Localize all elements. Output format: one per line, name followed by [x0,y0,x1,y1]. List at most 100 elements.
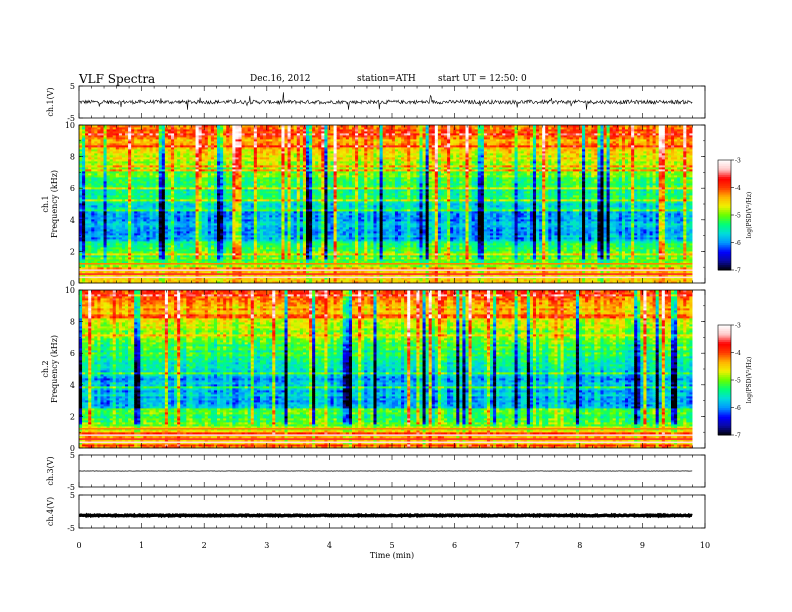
colorbar-step [718,238,731,242]
colorbar-tick-label: -4 [735,350,741,357]
colorbar-step [718,246,731,249]
colorbar-step [718,226,731,229]
colorbar-step [718,345,731,348]
colorbar-step [718,369,731,372]
colorbar-step [718,427,731,430]
colorbar-step [718,334,731,337]
colorbar-step [718,187,731,190]
colorbar-step [718,242,731,245]
y-tick-label: -5 [67,114,75,123]
colorbar-tick-label: -5 [735,378,741,385]
colorbar-step [718,422,731,425]
colorbar-step [718,376,731,379]
colorbar-step [718,336,731,339]
colorbar-step [718,363,731,366]
x-tick-label: 1 [139,541,144,550]
colorbar-step [718,180,731,183]
colorbar-step [718,374,731,377]
colorbar-step [718,328,731,331]
colorbar-step [718,233,731,236]
colorbar-step [718,231,731,234]
colorbar-step [718,198,731,201]
ch2-spectrogram-band-2 [79,434,693,436]
colorbar-tick-label: -7 [735,268,741,275]
colorbar-step [718,337,731,341]
colorbar-step [718,172,731,176]
colorbar-step [718,189,731,192]
colorbar-tick-label: -7 [735,433,741,440]
colorbar-step [718,235,731,238]
colorbar-step [718,182,731,185]
colorbar-step [718,204,731,207]
colorbar-step [718,367,731,370]
station-label: station=ATH [357,74,416,84]
colorbar-step [718,407,731,410]
y-tick-label: 10 [65,286,75,295]
colorbar-step [718,381,731,385]
ch1-waveform-trace [78,92,693,110]
ch2-spectrogram-band-0 [79,441,693,444]
y-tick-label: 0 [70,444,75,453]
colorbar-step [718,260,731,264]
colorbar-step [718,169,731,172]
colorbar-step [718,174,731,177]
colorbar-step [718,202,731,205]
colorbar-step [718,350,731,353]
y-tick-label: 2 [70,412,75,421]
colorbar-step [718,414,731,418]
colorbar-step [718,394,731,397]
colorbar-step [718,354,731,357]
ch1-spectrogram-band-2 [79,269,693,271]
colorbar-step [718,358,731,361]
colorbar-step [718,224,731,227]
colorbar-step [718,264,731,267]
colorbar-tick-label: -6 [735,240,741,247]
colorbar-step [718,266,731,269]
ch1-spectrogram-band-1 [79,273,693,275]
colorbar-step [718,211,731,214]
colorbar-step [718,240,731,243]
x-tick-label: 3 [264,541,269,550]
colorbar-step [718,361,731,364]
y-tick-label: 10 [65,121,75,130]
colorbar-step [718,167,731,170]
x-tick-label: 2 [202,541,207,550]
colorbar-step [718,378,731,381]
colorbar-step [718,193,731,196]
ch2-spectrogram-blank [692,290,705,448]
y-tick-label: 6 [70,184,75,193]
y-tick-label: 2 [70,247,75,256]
colorbar-step [718,249,731,253]
y-axis-label-2: Frequency (kHz) [50,335,59,403]
colorbar-step [718,251,731,254]
colorbar-step [718,215,731,218]
x-tick-label: 0 [76,541,81,550]
colorbar-step [718,237,731,240]
colorbar-step [718,405,731,408]
colorbar-label: log(PSD(V²/Hz) [746,192,753,239]
colorbar-step [718,171,731,174]
x-tick-label: 9 [640,541,645,550]
colorbar-step [718,163,731,166]
y-axis-label: ch.1 [41,195,50,212]
colorbar-step [718,425,731,429]
colorbar-step [718,209,731,212]
colorbar-step [718,216,731,220]
x-tick-label: 8 [577,541,582,550]
colorbar-step [718,391,731,394]
colorbar-step [718,420,731,423]
colorbar-step [718,359,731,363]
ch1-spectrogram-image [79,125,705,284]
ch1-spectrogram-band-0 [79,276,693,279]
colorbar-step [718,418,731,421]
ch4-waveform-trace [78,512,693,519]
y-tick-label: 5 [70,491,75,500]
colorbar-step [718,218,731,221]
colorbar-step [718,205,731,209]
colorbar-tick-label: -3 [735,323,741,330]
x-tick-label: 10 [700,541,710,550]
colorbar-step [718,330,731,333]
colorbar-tick-label: -6 [735,405,741,412]
colorbar-step [718,161,731,165]
colorbar-step [718,178,731,181]
